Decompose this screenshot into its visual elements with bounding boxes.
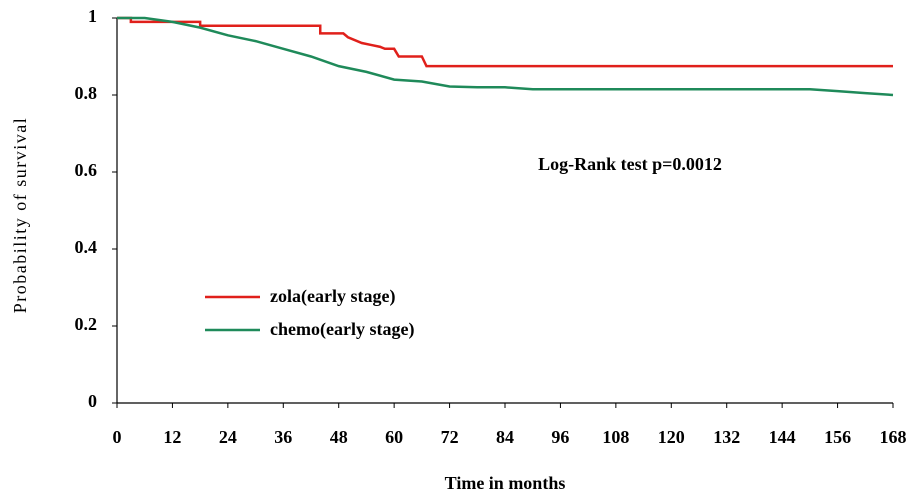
survival-curve bbox=[117, 16, 893, 68]
x-tick-label: 156 bbox=[824, 427, 851, 447]
y-tick-label: 0.8 bbox=[75, 83, 98, 103]
x-axis-label: Time in months bbox=[445, 473, 566, 493]
x-tick-label: 144 bbox=[769, 427, 796, 447]
x-tick-label: 12 bbox=[163, 427, 181, 447]
x-tick-label: 168 bbox=[880, 427, 907, 447]
y-tick-label: 0.6 bbox=[75, 160, 98, 180]
x-tick-label: 96 bbox=[551, 427, 569, 447]
y-tick-label: 1 bbox=[88, 6, 97, 26]
y-axis-label: Probability of survival bbox=[10, 117, 30, 313]
x-tick-label: 84 bbox=[496, 427, 514, 447]
x-tick-label: 36 bbox=[274, 427, 292, 447]
x-tick-label: 72 bbox=[441, 427, 459, 447]
x-tick-label: 48 bbox=[330, 427, 348, 447]
survival-curve bbox=[117, 16, 894, 97]
y-tick-label: 0 bbox=[88, 391, 97, 411]
y-tick-label: 0.4 bbox=[75, 237, 98, 257]
x-tick-label: 24 bbox=[219, 427, 237, 447]
x-tick-label: 60 bbox=[385, 427, 403, 447]
legend-label: zola(early stage) bbox=[270, 286, 395, 307]
y-tick-label: 0.2 bbox=[75, 314, 98, 334]
legend-label: chemo(early stage) bbox=[270, 319, 414, 340]
x-tick-label: 0 bbox=[113, 427, 122, 447]
x-tick-label: 132 bbox=[713, 427, 740, 447]
x-tick-label: 108 bbox=[602, 427, 629, 447]
annotation: Log-Rank test p=0.0012 bbox=[538, 154, 722, 174]
x-tick-label: 120 bbox=[658, 427, 685, 447]
